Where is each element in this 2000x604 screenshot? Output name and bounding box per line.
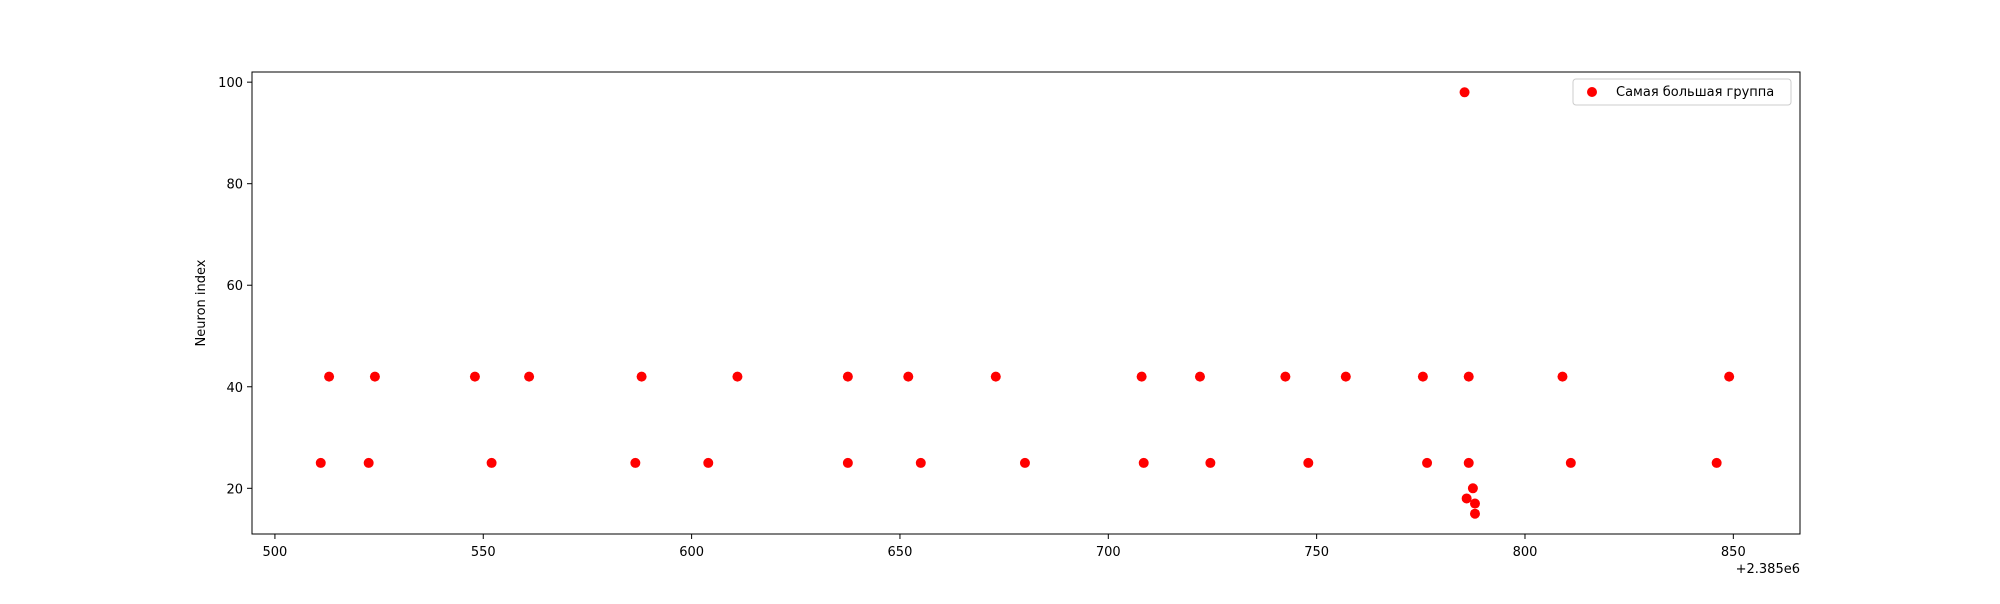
data-points [315,87,1735,519]
scatter-point [1138,457,1149,468]
scatter-point [524,371,535,382]
scatter-point [915,457,926,468]
scatter-point [1724,371,1735,382]
plot-frame [251,71,1801,535]
scatter-point [315,457,326,468]
scatter-point [1469,498,1480,509]
scatter-point [842,457,853,468]
legend-box [1572,78,1792,106]
x-tick-label: 800 [1513,545,1538,560]
scatter-point [903,371,914,382]
scatter-point [1467,483,1478,494]
x-tick-label: 600 [679,545,704,560]
scatter-point [1340,371,1351,382]
scatter-point [1280,371,1291,382]
scatter-point [842,371,853,382]
scatter-point [1565,457,1576,468]
plot-area [252,72,1800,534]
legend: Самая большая группа [1572,78,1792,106]
x-tick-label: 650 [888,545,913,560]
scatter-point [1136,371,1147,382]
scatter-point [703,457,714,468]
axis-ticks: 500 550 600 650 700 750 800 850 20 40 60 80 100 [218,76,1746,560]
x-tick-label: 850 [1721,545,1746,560]
scatter-point [1557,371,1568,382]
legend-label: Самая большая группа [1616,85,1774,100]
scatter-point [469,371,480,382]
scatter-point [1711,457,1722,468]
x-tick-label: 500 [263,545,288,560]
scatter-point [990,371,1001,382]
scatter-point [486,457,497,468]
scatter-point [1463,371,1474,382]
y-tick-label: 20 [226,482,243,497]
x-tick-label: 550 [471,545,496,560]
scatter-point [324,371,335,382]
y-axis-label: Neuron index [194,259,209,346]
scatter-point [1469,508,1480,519]
y-tick-label: 100 [218,76,243,91]
scatter-point [1459,87,1470,98]
x-tick-label: 700 [1096,545,1121,560]
scatter-point [732,371,743,382]
scatter-point [636,371,647,382]
scatter-point [1422,457,1433,468]
scatter-point [1194,371,1205,382]
scatter-point [363,457,374,468]
scatter-point [1463,457,1474,468]
y-tick-label: 40 [226,381,243,396]
scatter-point [1019,457,1030,468]
y-tick-label: 80 [226,178,243,193]
scatter-point [630,457,641,468]
legend-marker [1587,87,1597,97]
x-tick-label: 750 [1304,545,1329,560]
scatter-point [1417,371,1428,382]
scatter-point [1303,457,1314,468]
scatter-point [1461,493,1472,504]
y-tick-label: 60 [226,279,243,294]
x-axis-offset-text: +2.385e6 [1736,562,1800,577]
scatter-point [369,371,380,382]
scatter-point [1205,457,1216,468]
